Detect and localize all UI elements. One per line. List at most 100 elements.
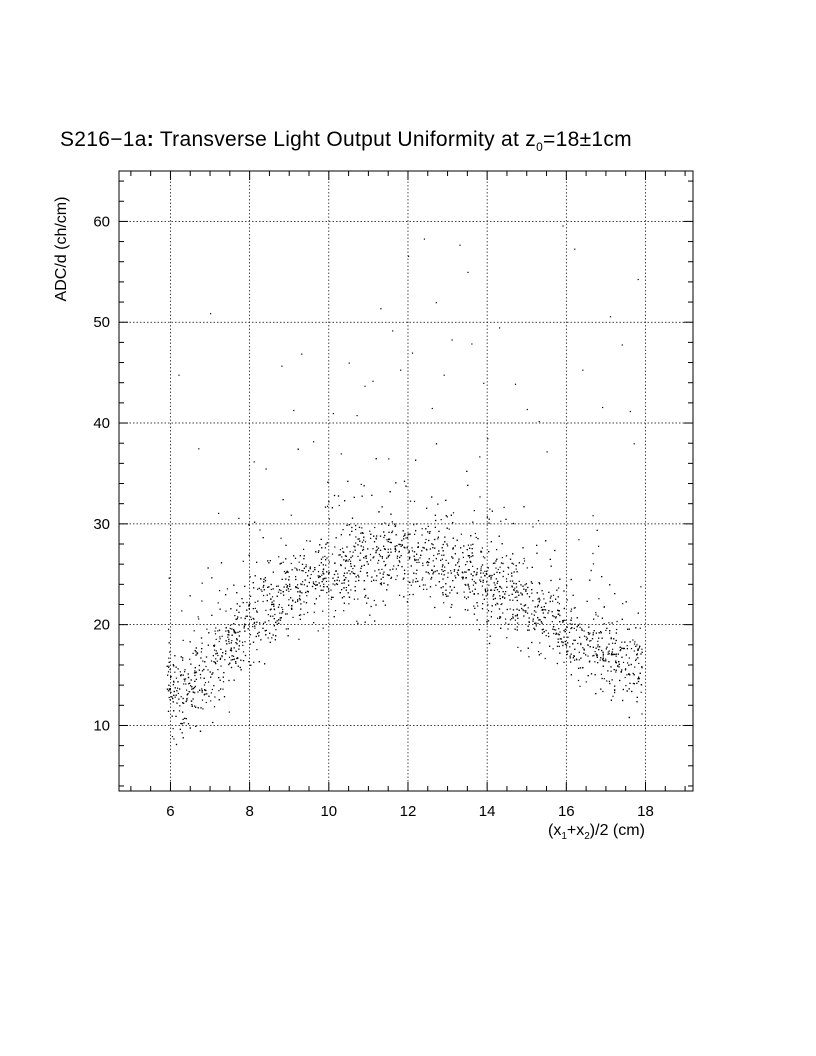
data-point: [402, 530, 404, 532]
data-point: [633, 443, 635, 445]
data-point: [597, 640, 599, 642]
data-point: [358, 526, 361, 528]
data-point: [594, 661, 596, 663]
data-point: [621, 641, 623, 643]
data-point: [442, 543, 444, 546]
data-point: [544, 617, 546, 619]
data-point: [312, 581, 314, 583]
data-point: [559, 614, 561, 617]
data-point: [495, 578, 497, 580]
data-point: [564, 643, 567, 645]
data-point: [465, 584, 467, 586]
data-point: [539, 642, 541, 644]
data-point: [262, 586, 264, 588]
data-point: [621, 647, 623, 649]
data-point: [473, 613, 475, 615]
data-point: [170, 580, 172, 582]
data-point: [481, 564, 484, 566]
data-point: [552, 626, 555, 628]
data-point: [302, 581, 304, 583]
data-point: [230, 659, 232, 661]
data-point: [390, 542, 392, 544]
data-point: [303, 558, 305, 560]
data-point: [233, 584, 235, 586]
data-point: [198, 618, 200, 620]
data-point: [352, 568, 354, 570]
data-point: [331, 507, 333, 509]
data-point: [260, 578, 262, 580]
data-point: [375, 552, 377, 554]
data-point: [603, 623, 605, 625]
data-point: [232, 659, 234, 661]
data-point: [429, 531, 431, 533]
data-point: [187, 676, 190, 679]
data-point: [527, 629, 529, 631]
data-point: [374, 526, 376, 529]
data-point: [431, 407, 433, 410]
data-point: [566, 626, 568, 628]
data-point: [315, 551, 317, 553]
data-point: [248, 608, 250, 610]
data-point: [238, 611, 240, 613]
data-point: [321, 574, 323, 576]
data-point: [311, 585, 314, 588]
data-point: [208, 632, 210, 634]
data-point: [435, 519, 437, 522]
data-point: [252, 641, 255, 643]
data-point: [170, 675, 172, 678]
data-point: [550, 579, 552, 582]
data-point: [475, 536, 477, 538]
data-point: [387, 538, 390, 540]
data-point: [182, 737, 184, 739]
data-point: [422, 577, 424, 579]
data-point: [258, 635, 260, 637]
data-point: [635, 659, 637, 662]
data-point: [426, 561, 429, 563]
data-point: [603, 606, 605, 608]
data-point: [447, 572, 449, 574]
data-point: [379, 535, 382, 537]
data-point: [366, 602, 368, 604]
data-point: [245, 615, 247, 617]
data-point: [452, 522, 454, 524]
data-point: [222, 676, 224, 678]
data-point: [348, 596, 350, 598]
data-point: [365, 555, 368, 557]
data-point: [413, 555, 415, 557]
data-point: [563, 629, 565, 632]
data-point: [578, 651, 580, 653]
data-point: [228, 634, 230, 636]
data-point: [557, 596, 559, 598]
data-point: [433, 565, 435, 567]
data-point: [547, 612, 549, 614]
data-point: [452, 547, 454, 549]
data-point: [306, 585, 308, 587]
data-point: [417, 580, 419, 582]
data-point: [512, 616, 514, 618]
data-point: [382, 600, 384, 602]
data-point: [450, 514, 452, 516]
data-point: [600, 631, 602, 633]
data-point: [531, 566, 533, 568]
data-point: [506, 637, 508, 639]
data-point: [257, 600, 259, 602]
data-point: [333, 616, 335, 618]
data-point: [432, 571, 435, 573]
data-point: [605, 658, 607, 660]
data-point: [570, 653, 572, 655]
data-point: [351, 517, 354, 519]
data-point: [523, 605, 525, 607]
data-point: [403, 596, 405, 598]
data-point: [540, 652, 542, 655]
data-point: [570, 661, 572, 663]
data-point: [501, 603, 503, 605]
data-point: [254, 607, 256, 609]
data-point: [410, 584, 412, 586]
data-point: [273, 600, 275, 602]
data-point: [447, 576, 449, 578]
data-point: [383, 545, 385, 547]
data-point: [460, 547, 462, 549]
data-point: [282, 591, 284, 593]
data-point: [293, 409, 295, 412]
data-point: [346, 546, 348, 548]
